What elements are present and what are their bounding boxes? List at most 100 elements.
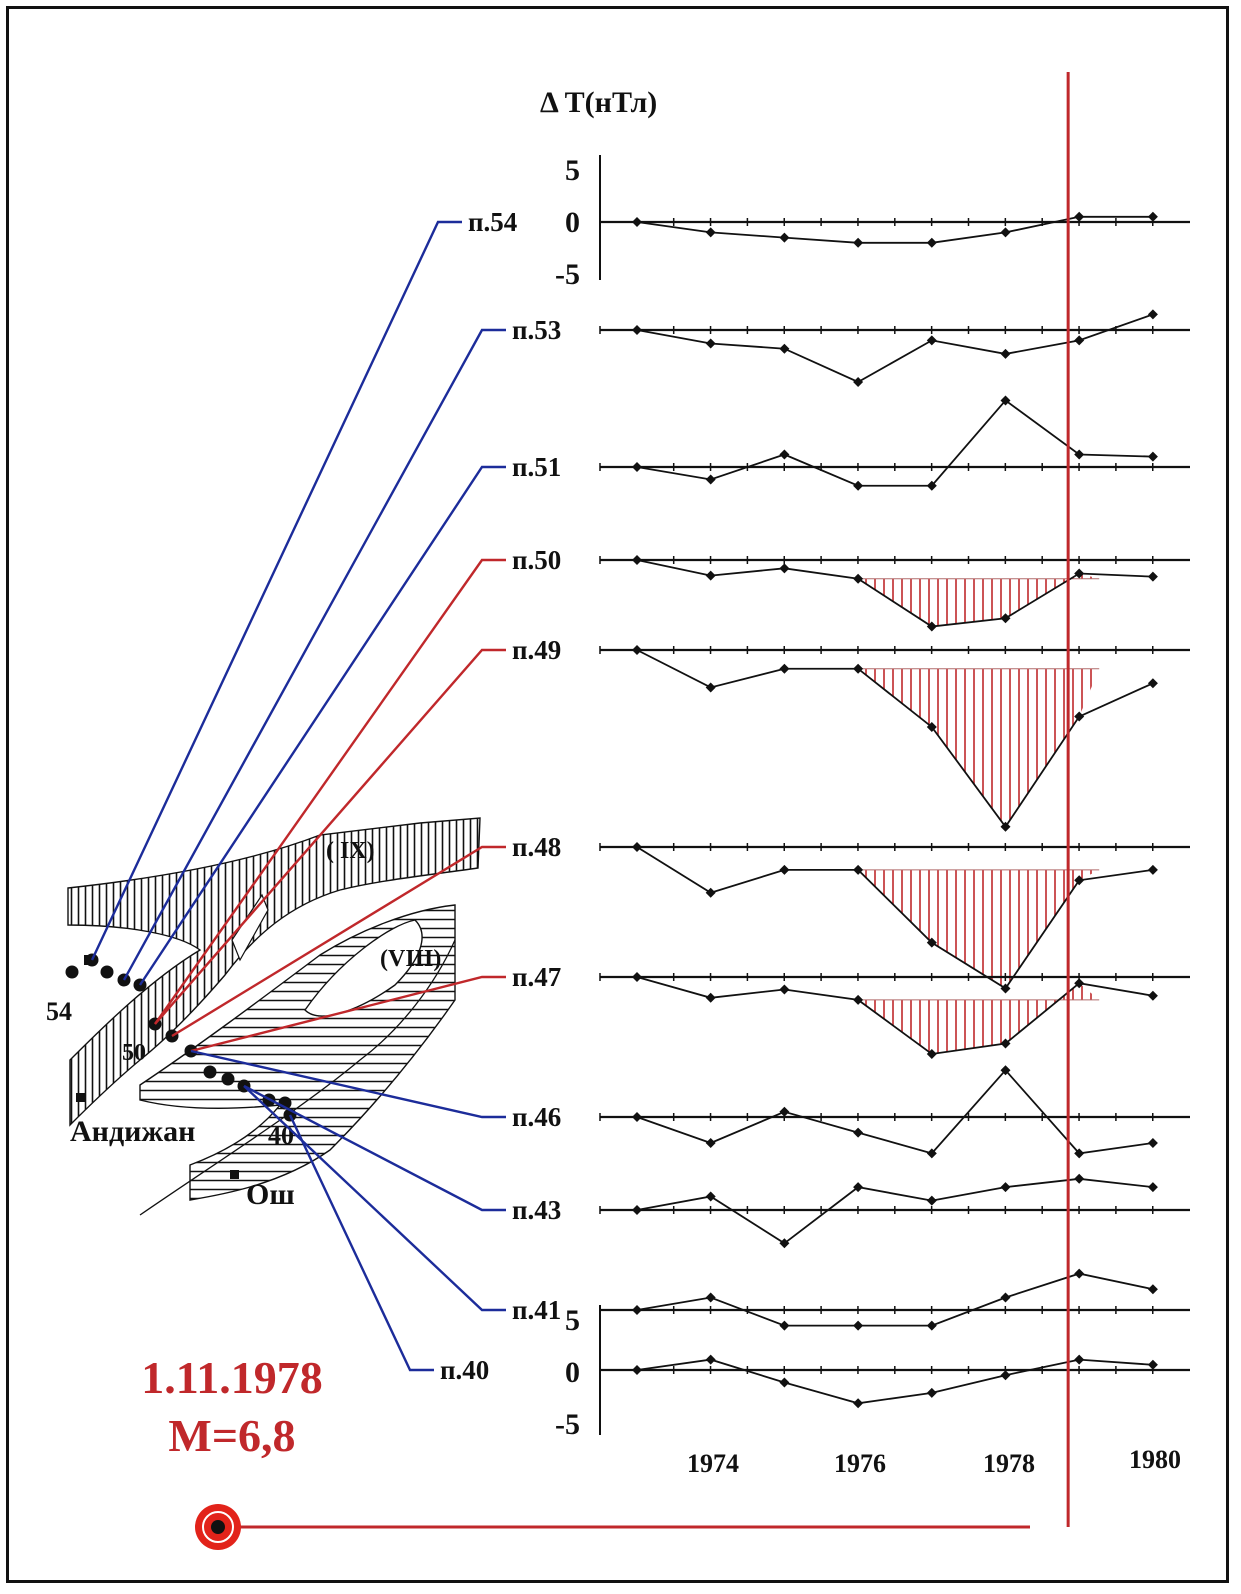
data-point	[705, 570, 716, 581]
data-point	[779, 1106, 790, 1117]
series-label: п.49	[512, 635, 561, 665]
series-label: п.47	[512, 962, 561, 992]
data-point	[853, 237, 864, 248]
x-tick-1976: 1976	[834, 1449, 886, 1478]
anomaly-shading	[858, 668, 1100, 827]
map-area: ( IX) (VIII) 54 50 40 Андижан Ош	[46, 817, 481, 1216]
data-point	[1000, 395, 1011, 406]
data-point	[705, 338, 716, 349]
y-tick-bottom-neg: -5	[555, 1408, 580, 1441]
data-point	[1000, 348, 1011, 359]
data-point	[705, 1191, 716, 1202]
data-point	[926, 721, 937, 732]
fault-line	[139, 939, 456, 1216]
connector-п.50	[154, 558, 506, 1025]
data-point	[779, 1377, 790, 1388]
connector-п.47	[190, 975, 506, 1053]
data-point	[632, 842, 642, 852]
data-point	[632, 1205, 642, 1215]
y-axis-title: Δ T(нТл)	[540, 86, 657, 119]
series-п.53: п.53	[512, 309, 1190, 387]
data-point	[926, 937, 937, 948]
data-point	[705, 682, 716, 693]
data-point	[1147, 1182, 1158, 1193]
series-label: п.40	[440, 1355, 489, 1385]
data-point	[779, 984, 790, 995]
data-point	[926, 621, 937, 632]
zone-label-viii: (VIII)	[380, 946, 441, 972]
y-tick-top-neg: -5	[555, 258, 580, 291]
data-point	[632, 1305, 642, 1315]
connector-lines	[90, 220, 506, 1372]
series-label: п.46	[512, 1102, 561, 1132]
data-point	[926, 480, 937, 491]
data-point	[1147, 1284, 1158, 1295]
data-point	[705, 992, 716, 1003]
city-label-andijan: Андижан	[70, 1115, 195, 1148]
series-п.46: п.46	[512, 1065, 1190, 1159]
anomaly-shading	[858, 983, 1100, 1054]
data-point	[1147, 451, 1158, 462]
event-magnitude: M=6,8	[168, 1410, 295, 1461]
series-label: п.43	[512, 1195, 561, 1225]
series-layer: п.54 п.53 п.51 п.50 п.49 п.48 п.47 п.46 п.43 п.41…	[440, 207, 1190, 1409]
data-point	[853, 1182, 864, 1193]
data-point	[632, 555, 642, 565]
profile-point	[203, 1065, 217, 1079]
data-point	[926, 1195, 937, 1206]
connector-п.48	[171, 845, 506, 1038]
connector-п.46	[190, 1049, 506, 1119]
data-point	[1074, 1148, 1085, 1159]
data-point	[632, 1112, 642, 1122]
data-point	[926, 1320, 937, 1331]
data-point	[926, 335, 937, 346]
data-point	[632, 325, 642, 335]
data-point	[705, 887, 716, 898]
data-point	[1074, 1268, 1085, 1279]
data-point	[926, 1387, 937, 1398]
data-point	[632, 1365, 642, 1375]
series-п.47: п.47	[512, 962, 1190, 1059]
series-п.51: п.51	[512, 395, 1190, 491]
data-point	[1074, 1173, 1085, 1184]
series-line	[636, 846, 1154, 990]
data-point	[779, 563, 790, 574]
data-point	[779, 449, 790, 460]
data-point	[853, 480, 864, 491]
data-point	[1074, 449, 1085, 460]
profile-point	[100, 965, 114, 979]
data-point	[1000, 1038, 1011, 1049]
data-point	[632, 462, 642, 472]
series-label: п.51	[512, 452, 561, 482]
data-point	[1000, 821, 1011, 832]
series-label: п.50	[512, 545, 561, 575]
data-point	[1147, 1138, 1158, 1148]
series-label: п.54	[468, 207, 517, 237]
data-point	[1074, 211, 1085, 222]
connector-п.51	[138, 465, 506, 986]
x-tick-1978: 1978	[983, 1449, 1035, 1478]
data-point	[1000, 227, 1011, 238]
series-п.48: п.48	[512, 832, 1190, 994]
data-point	[779, 1320, 790, 1331]
data-point	[1000, 1370, 1011, 1381]
data-point	[1074, 875, 1085, 886]
series-label: п.41	[512, 1295, 561, 1325]
data-point	[705, 474, 716, 485]
data-point	[705, 227, 716, 238]
y-tick-bottom-pos: 5	[565, 1304, 580, 1337]
anomaly-shading	[858, 869, 1100, 989]
data-point	[705, 1354, 716, 1365]
data-point	[853, 994, 864, 1005]
zone-ix-tongue	[231, 893, 269, 962]
connector-п.40	[288, 1114, 434, 1372]
data-point	[705, 1138, 716, 1148]
connector-п.41	[243, 1085, 506, 1312]
data-point	[1000, 1182, 1011, 1193]
data-point	[779, 343, 790, 354]
data-point	[853, 864, 864, 875]
data-point	[1074, 711, 1085, 722]
data-point	[1147, 864, 1158, 875]
profile-point	[221, 1072, 235, 1086]
series-п.40: п.40	[440, 1354, 1190, 1409]
